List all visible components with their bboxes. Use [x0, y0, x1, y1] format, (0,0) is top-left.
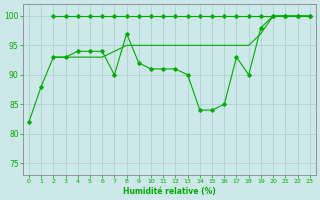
- X-axis label: Humidité relative (%): Humidité relative (%): [123, 187, 216, 196]
